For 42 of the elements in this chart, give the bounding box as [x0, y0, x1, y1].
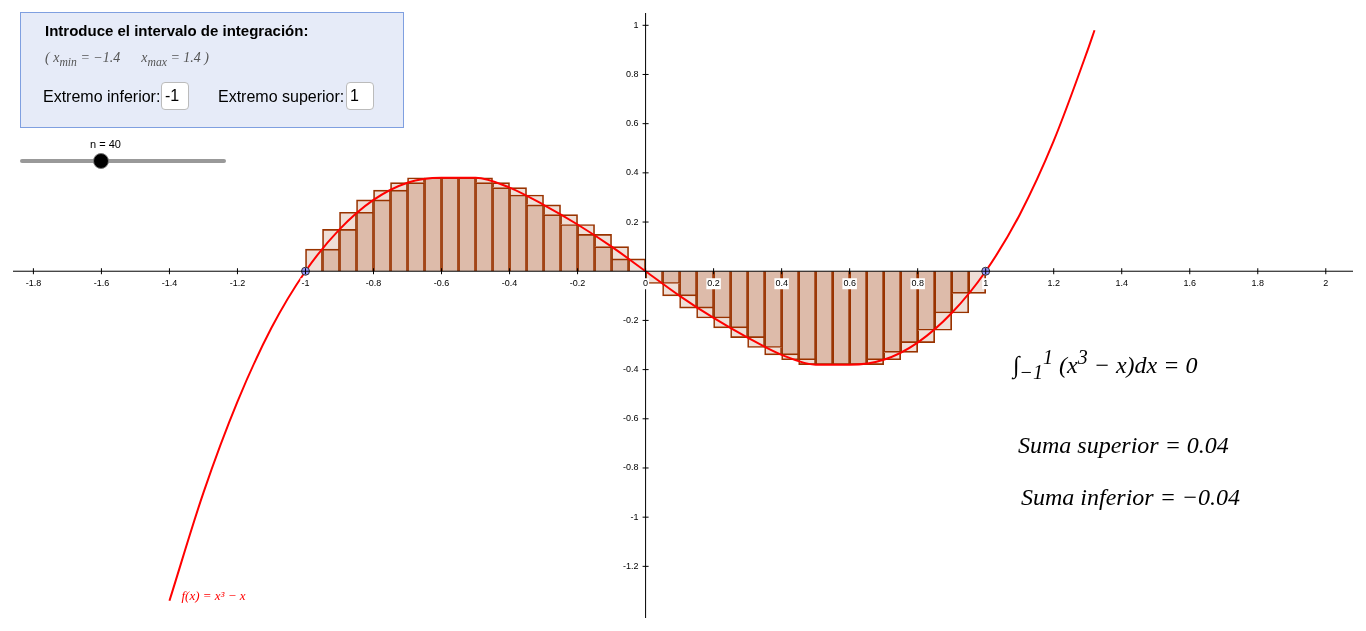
- x-tick-label: 2: [1323, 278, 1329, 289]
- y-tick-label: 0.2: [626, 216, 639, 227]
- x-tick-label: 0.8: [911, 278, 924, 289]
- annotation: ( x$_{min}$ = −1.4 x$_{max}$ = 1.4 ): [45, 50, 210, 69]
- x-tick-label: -0.4: [501, 278, 518, 289]
- annotation: Suma inferior = −0.04: [1021, 484, 1241, 511]
- x-tick-label: 0.4: [775, 278, 788, 289]
- y-tick-label: 0.6: [626, 118, 639, 129]
- y-tick-label: 0.4: [626, 167, 639, 178]
- x-tick-label: -1.8: [25, 278, 42, 289]
- y-tick-label: -0.2: [623, 314, 639, 325]
- x-tick-label: 0.6: [843, 278, 856, 289]
- annotation: Extremo superior:: [218, 88, 345, 106]
- x-tick-label: -0.6: [433, 278, 450, 289]
- y-tick-label: -0.8: [623, 462, 639, 473]
- x-tick-label: -1.2: [229, 278, 246, 289]
- x-tick-label: -0.8: [365, 278, 382, 289]
- y-tick-label: -0.6: [623, 413, 639, 424]
- annotation: Extremo inferior:: [43, 88, 161, 106]
- y-tick-label: -0.4: [623, 364, 639, 375]
- annotation: Suma superior = 0.04: [1018, 432, 1229, 459]
- x-tick-label: 1.8: [1251, 278, 1265, 289]
- annotation: Introduce el intervalo de integración:: [45, 22, 309, 39]
- x-tick-label: 0.2: [707, 278, 720, 289]
- x-tick-label: 1.4: [1115, 278, 1128, 289]
- x-tick-label: -1.4: [161, 278, 178, 289]
- y-tick-label: -1.2: [623, 560, 639, 571]
- series-label: f(x) = x³ − x: [181, 588, 246, 604]
- x-tick-label: 1.2: [1047, 278, 1060, 289]
- x-tick-label: -1: [301, 278, 310, 289]
- x-tick-label: 0: [643, 278, 649, 289]
- y-tick-label: 0.8: [626, 68, 639, 79]
- x-tick-label: 1: [983, 278, 989, 289]
- y-tick-label: 1: [633, 19, 639, 30]
- annotation: 1: [346, 82, 374, 110]
- annotation: -1: [161, 82, 189, 110]
- annotation: n = 40: [90, 138, 121, 150]
- annotation: ∫$_{−1}$$^{1}$ (x$^{3}$ − x)dx = 0: [1013, 346, 1198, 384]
- x-tick-label: 1.6: [1183, 278, 1197, 289]
- x-tick-label: -0.2: [569, 278, 586, 289]
- y-tick-label: -1: [630, 511, 639, 522]
- x-tick-label: -1.6: [93, 278, 110, 289]
